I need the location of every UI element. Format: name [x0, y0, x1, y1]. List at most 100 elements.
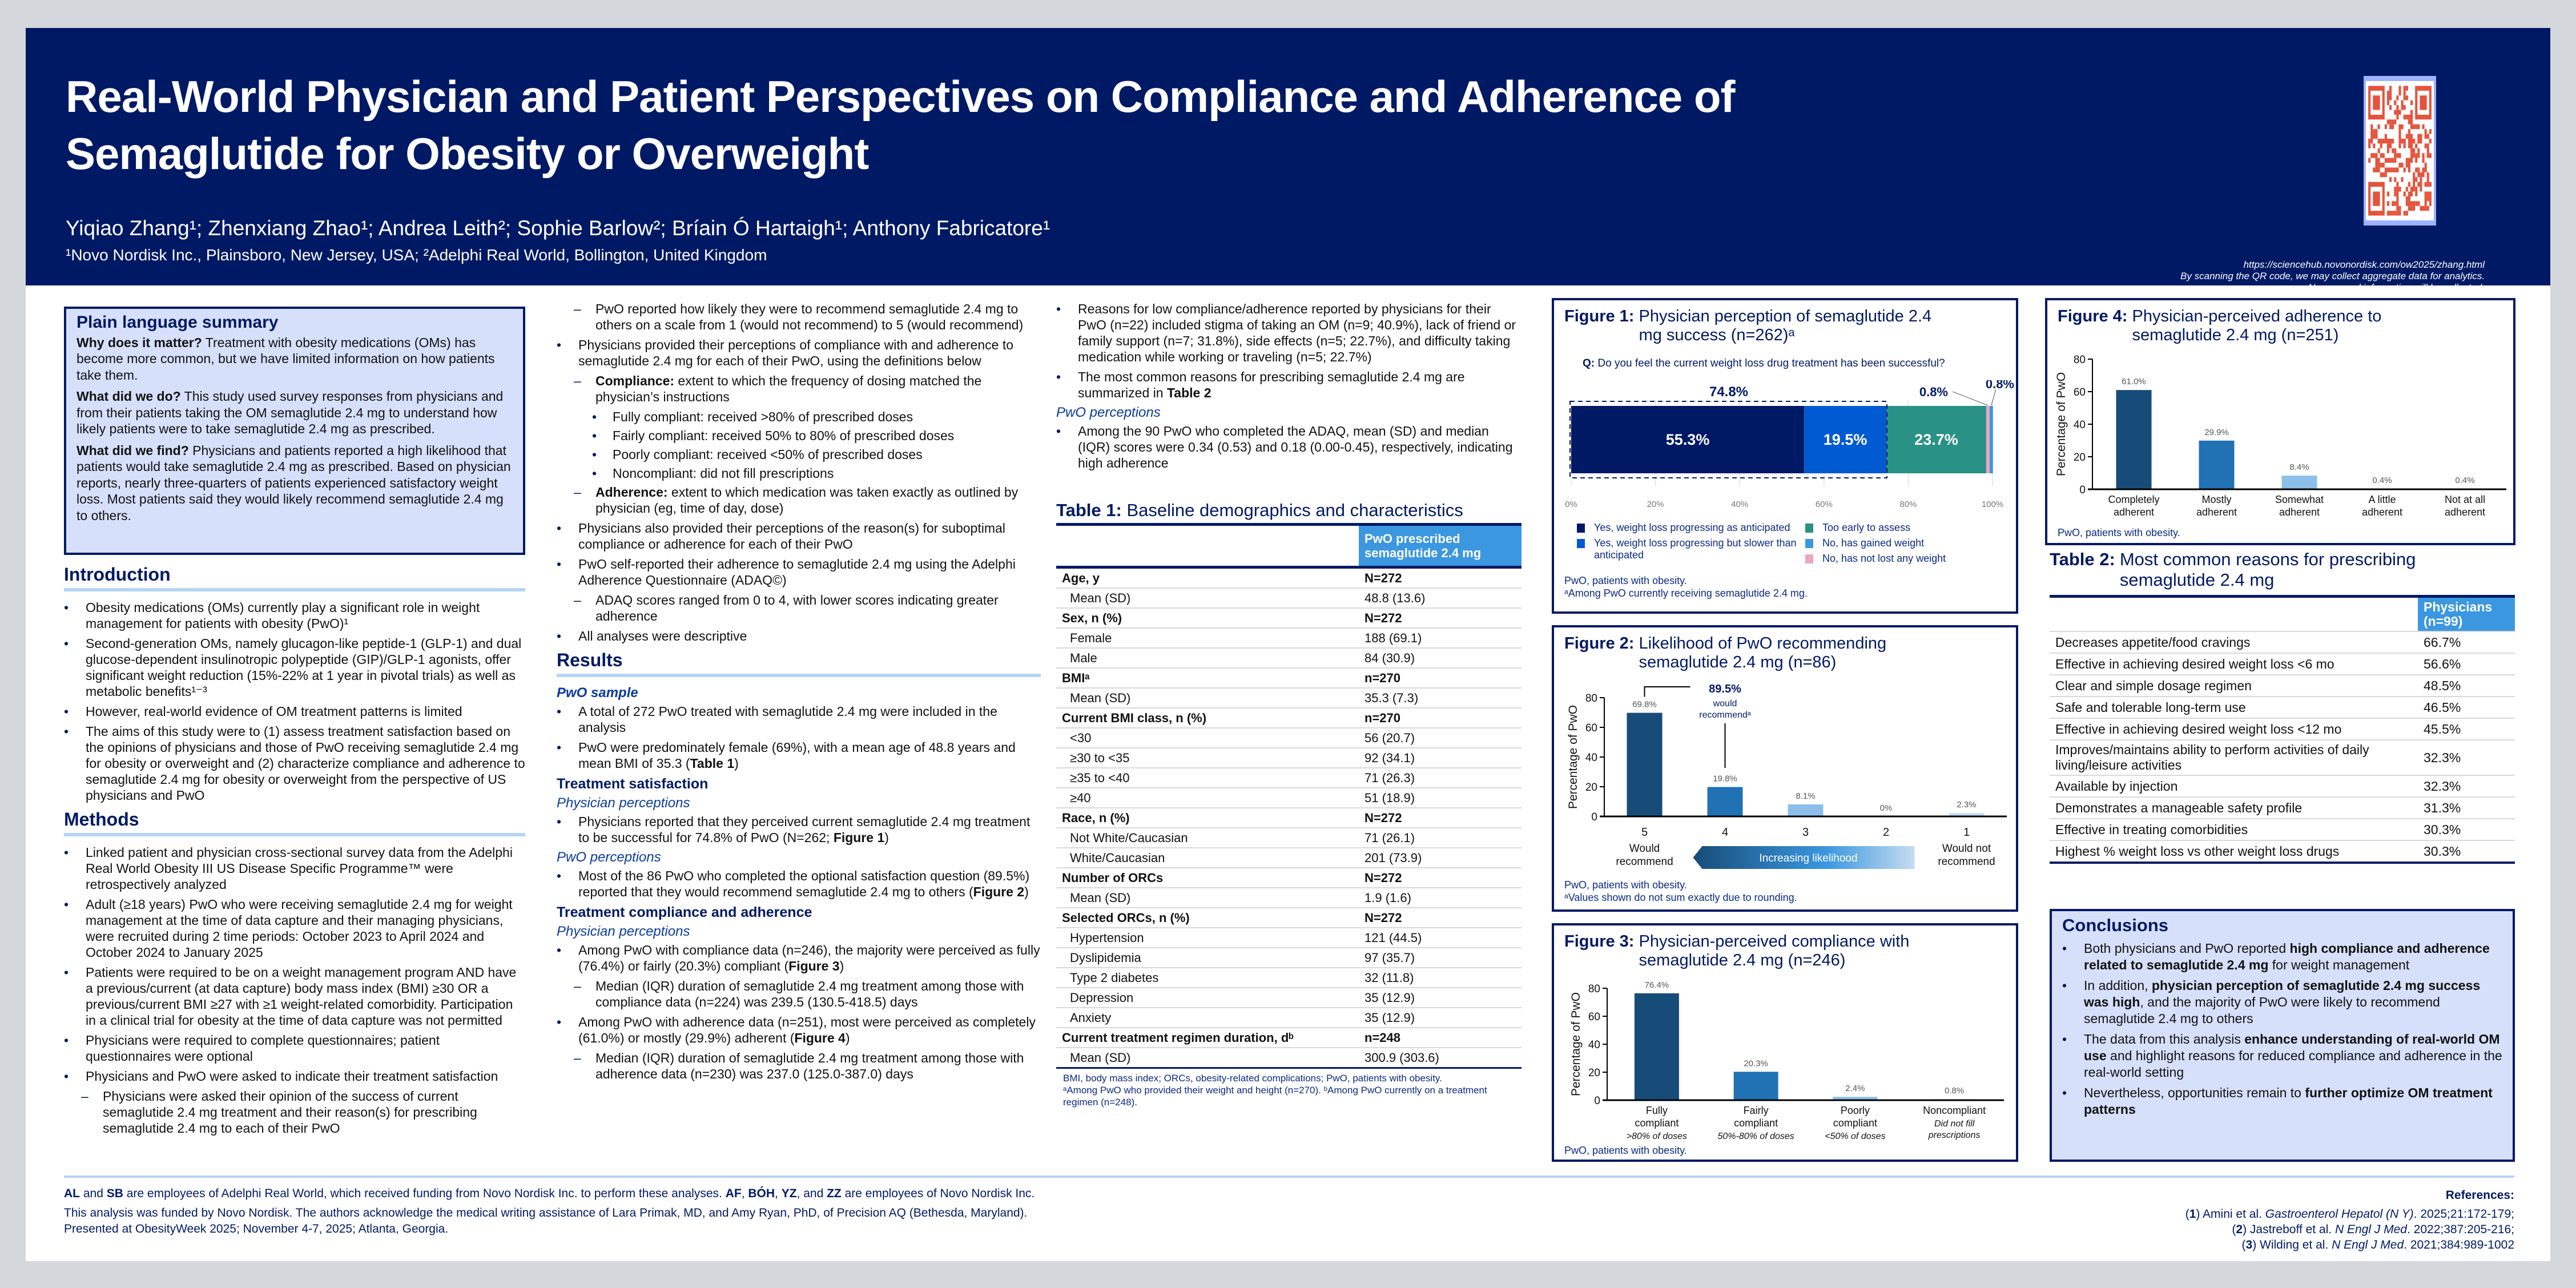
- qr-module: [2410, 158, 2413, 163]
- row-label: Clear and simple dosage regimen: [2050, 675, 2418, 697]
- qr-module: [2426, 191, 2429, 196]
- text-segment: and highlight reasons for reduced compli…: [2084, 1048, 2502, 1080]
- text-segment: Figure 3: [788, 959, 840, 973]
- x-category-note: prescriptions: [1928, 1130, 1981, 1140]
- qr-module: [2429, 196, 2432, 202]
- qr-module: [2389, 138, 2392, 144]
- affiliations: ¹Novo Nordisk Inc., Plainsboro, New Jers…: [66, 246, 767, 264]
- y-tick-label: 40: [2074, 419, 2086, 431]
- qr-code-icon[interactable]: [2366, 81, 2434, 220]
- bar: [1833, 1097, 1878, 1100]
- table-row: Effective in achieving desired weight lo…: [2050, 653, 2515, 675]
- qr-module: [2410, 110, 2413, 115]
- qr-module: [2398, 110, 2401, 115]
- qr-module: [2415, 153, 2418, 158]
- qr-module: [2386, 148, 2390, 154]
- list-item-text: Reasons for low compliance/adherence rep…: [1078, 301, 1516, 364]
- bullet-list: • Reasons for low compliance/adherence re…: [1056, 301, 1522, 401]
- y-axis-label: Percentage of PwO: [1567, 705, 1580, 809]
- qr-module: [2408, 138, 2410, 144]
- qr-note-line: No personal information will be collecte…: [2308, 282, 2485, 293]
- qr-module: [2426, 196, 2429, 202]
- table-row: Race, n (%) N=272: [1056, 808, 1522, 828]
- row-value: 84 (30.9): [1359, 648, 1522, 669]
- text-segment: In addition,: [2084, 978, 2152, 993]
- qr-module: [2373, 134, 2376, 139]
- text-segment: physician perception of semaglutide 2.4 …: [2084, 978, 2481, 1009]
- x-category-label: compliant: [1833, 1117, 1877, 1129]
- list-item-text: Obesity medications (OMs) currently play…: [86, 600, 480, 631]
- table-row: Highest % weight loss vs other weight lo…: [2050, 840, 2515, 864]
- qr-module: [2396, 114, 2399, 120]
- x-category-label: adherent: [2445, 506, 2485, 518]
- qr-code-frame[interactable]: [2364, 76, 2436, 226]
- table-row: Dyslipidemia 97 (35.7): [1056, 948, 1522, 968]
- row-value: 300.9 (303.6): [1359, 1048, 1522, 1069]
- qr-module: [2386, 90, 2390, 96]
- text-segment: extent to which medication was taken exa…: [595, 485, 1019, 516]
- bullet-list: • Physicians reported that they perceived…: [557, 814, 1041, 846]
- qr-module: [2410, 187, 2413, 192]
- text-segment: ): [1024, 884, 1029, 899]
- bullet-icon: –: [574, 1050, 581, 1065]
- x-tick-label: 100%: [1982, 500, 2003, 509]
- bracket-label: 74.8%: [1709, 384, 1748, 400]
- y-tick-label: 20: [1585, 782, 1597, 794]
- qr-module: [2398, 206, 2401, 211]
- qr-module: [2389, 158, 2392, 163]
- qr-module: [2410, 124, 2413, 130]
- bar-value-label: 76.4%: [1645, 980, 1669, 990]
- bullet-icon: •: [2062, 978, 2067, 993]
- qr-module: [2389, 167, 2392, 172]
- qr-url-link[interactable]: https://sciencehub.novonordisk.com/ow202…: [2243, 259, 2485, 270]
- bar-value-label: 19.8%: [1713, 774, 1737, 784]
- table-2-label: Table 2:: [2050, 549, 2115, 569]
- footer-disclosures: AL and SB are employees of Adelphi Real …: [64, 1186, 1035, 1237]
- qr-module: [2396, 206, 2399, 211]
- table-row: Current treatment regimen duration, dᵇ n=…: [1056, 1028, 1522, 1048]
- table-row: Available by injection 32.3%: [2050, 775, 2515, 798]
- text-segment: Among PwO with compliance data (n=246), …: [578, 943, 1040, 973]
- x-category-label: Somewhat: [2275, 494, 2324, 505]
- row-label: Effective in achieving desired weight lo…: [2050, 653, 2418, 675]
- row-label: Mean (SD): [1056, 1048, 1359, 1069]
- subheading: Treatment satisfaction: [557, 776, 709, 792]
- qr-note: https://sciencehub.novonordisk.com/ow202…: [1971, 259, 2485, 293]
- list-item-text: PwO reported how likely they were to rec…: [595, 301, 1024, 332]
- qr-module: [2426, 143, 2429, 148]
- bullet-icon: •: [64, 897, 69, 912]
- row-value: 30.3%: [2418, 840, 2515, 864]
- bar-value-label: 2.4%: [1845, 1084, 1865, 1093]
- qr-module: [2375, 158, 2378, 163]
- bullet-list: • A total of 272 PwO treated with semaglu…: [557, 703, 1041, 771]
- qr-module: [2426, 182, 2429, 187]
- list-item-text: Linked patient and physician cross-secti…: [86, 845, 513, 892]
- text-segment: . 2025;21:172-179;: [2413, 1208, 2514, 1221]
- bullet-list: • Linked patient and physician cross-sect…: [64, 844, 525, 1136]
- x-category-label: Noncompliant: [1923, 1105, 1986, 1116]
- table-row: <30 56 (20.7): [1056, 728, 1522, 748]
- qr-finder: [2373, 95, 2380, 110]
- qr-module: [2410, 201, 2413, 206]
- qr-module: [2398, 86, 2401, 91]
- x-category-label: adherent: [2279, 506, 2320, 518]
- qr-module: [2429, 138, 2432, 144]
- qr-module: [2413, 153, 2416, 158]
- table-2: Table 2: Most common reasons for prescri…: [2050, 549, 2515, 864]
- text-segment: Most of the 86 PwO who completed the opt…: [578, 868, 1030, 899]
- qr-module: [2396, 191, 2399, 196]
- footnote-line: ᵃValues shown do not sum exactly due to …: [1564, 892, 1797, 903]
- list-item: • However, real-world evidence of OM trea…: [64, 703, 525, 719]
- bullet-list: • Among PwO with compliance data (n=246),…: [557, 942, 1041, 1082]
- qr-module: [2370, 129, 2373, 134]
- y-tick-label: 80: [2074, 354, 2086, 366]
- text-segment: Gastroenterol Hepatol (N Y): [2265, 1208, 2414, 1221]
- list-item: – Physicians were asked their opinion of …: [64, 1088, 525, 1136]
- segment-label: 55.3%: [1666, 431, 1710, 448]
- table-row: Safe and tolerable long-term use 46.5%: [2050, 697, 2515, 719]
- list-item: • Physicians provided their perceptions o…: [557, 337, 1041, 369]
- qr-module: [2410, 206, 2413, 211]
- figure-2-title: Figure 2: Likelihood of PwO recommending…: [1564, 634, 2010, 672]
- legend-column: Yes, weight loss progressing as anticipa…: [1577, 522, 1805, 565]
- qr-module: [2373, 129, 2376, 134]
